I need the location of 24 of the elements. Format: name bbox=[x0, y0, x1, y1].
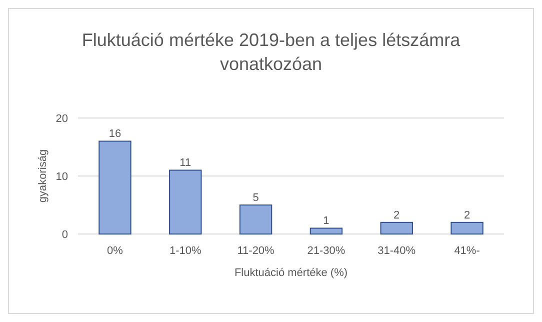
data-label: 2 bbox=[464, 209, 470, 222]
y-axis-title: gyakoriság bbox=[37, 149, 49, 203]
bar bbox=[239, 204, 272, 234]
x-tick-label: 1-10% bbox=[169, 245, 202, 257]
bar bbox=[169, 170, 202, 234]
data-label: 2 bbox=[394, 209, 400, 222]
x-axis-title: Fluktuáció mértéke (%) bbox=[234, 267, 348, 279]
y-tick-label: 0 bbox=[62, 229, 68, 241]
data-label: 5 bbox=[252, 192, 259, 204]
bar bbox=[380, 222, 413, 234]
x-tick-label: 41%- bbox=[454, 245, 480, 257]
data-label: 11 bbox=[180, 157, 192, 170]
bar bbox=[98, 140, 132, 234]
x-tick-label: 31-40% bbox=[378, 245, 416, 257]
y-tick-label: 20 bbox=[56, 113, 68, 125]
bar bbox=[450, 222, 484, 234]
x-tick-label: 21-30% bbox=[307, 245, 346, 257]
data-label: 16 bbox=[108, 128, 122, 140]
y-tick-label: 10 bbox=[56, 171, 68, 183]
chart-title: Fluktuáció mértéke 2019-ben a teljes létszámra vonatkozóan bbox=[82, 30, 462, 74]
bar bbox=[310, 228, 343, 234]
data-label: 1 bbox=[323, 215, 330, 228]
x-tick-label: 11-20% bbox=[237, 245, 275, 257]
x-tick-label: 0% bbox=[107, 245, 124, 257]
